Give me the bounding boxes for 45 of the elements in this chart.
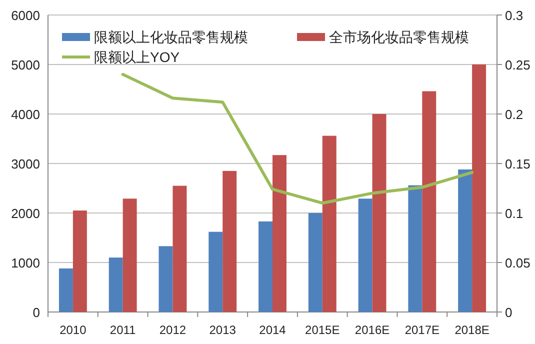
bar [258,221,272,312]
y-tick-label: 3000 [11,156,40,172]
bar [358,198,372,312]
legend-label: 限额以上化妆品零售规模 [94,29,248,45]
x-tick-label: 2013 [209,323,236,337]
x-tick-label: 2014 [259,323,286,337]
bar [108,258,123,312]
y-tick-label: 5000 [11,58,40,72]
y2-tick-label: 0.1 [505,206,524,221]
y-tick-label: 0 [32,305,40,320]
bar [458,169,472,312]
bar [208,232,223,312]
bar [322,136,336,312]
bar [158,246,173,312]
x-tick-label: 2015E [305,323,340,337]
bar [472,64,486,312]
bar [58,268,73,312]
y2-tick-label: 0.3 [505,8,524,23]
y-tick-label: 4000 [11,107,40,122]
y-tick-label: 6000 [11,8,40,23]
bar [372,114,386,312]
bar [272,155,286,312]
line-series [121,72,474,205]
bar [222,170,237,312]
y2-tick-label: 0.05 [505,256,530,270]
x-tick-label: 2017E [404,323,440,337]
y-tick-label: 1000 [11,256,40,270]
y2-tick-label: 0.15 [505,156,530,172]
y2-tick-label: 0.25 [505,58,530,72]
legend-label: 限额以上YOY [94,49,180,65]
bar [308,213,322,312]
bar [422,91,436,312]
x-tick-label: 2010 [60,323,87,337]
x-tick-label: 2012 [159,323,186,337]
legend-label: 全市场化妆品零售规模 [329,29,469,45]
y-tick-label: 2000 [11,206,40,221]
bar [408,185,422,312]
x-tick-label: 2018E [454,323,490,337]
x-tick-label: 2016E [354,323,390,337]
bar [172,186,187,312]
bar [72,210,87,312]
y2-tick-label: 0 [505,305,512,320]
bar [122,198,137,312]
x-tick-label: 2011 [110,323,136,337]
y2-tick-label: 0.2 [505,107,524,122]
